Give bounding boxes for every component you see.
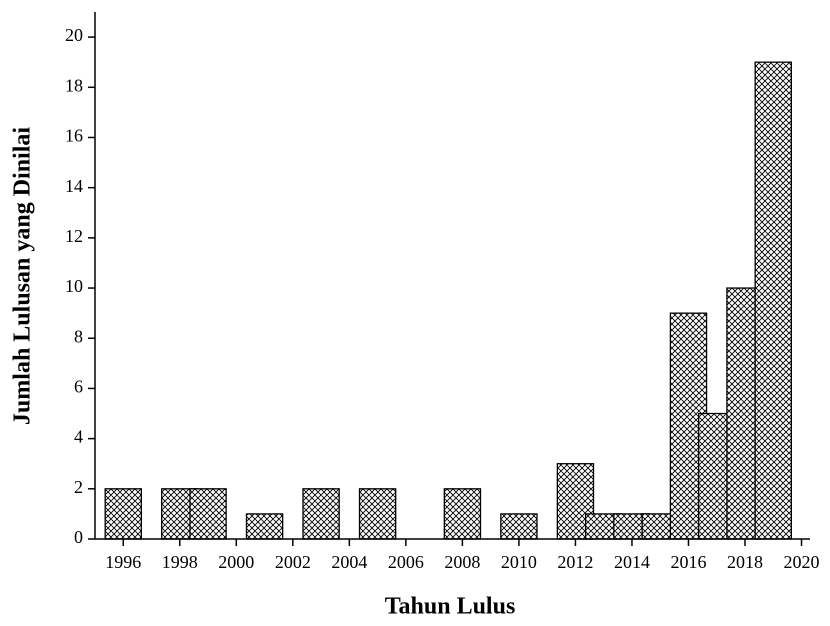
bar: [245, 513, 284, 540]
y-tick-label: 16: [65, 126, 83, 146]
y-tick-label: 2: [74, 477, 83, 497]
x-tick-label: 1998: [162, 552, 198, 572]
x-tick-label: 2012: [557, 552, 593, 572]
y-tick-label: 12: [65, 226, 83, 246]
x-tick-label: 2018: [727, 552, 763, 572]
x-tick-label: 2008: [444, 552, 480, 572]
x-tick-label: 2002: [275, 552, 311, 572]
y-tick-label: 4: [74, 427, 83, 447]
x-tick-label: 1996: [105, 552, 141, 572]
bar: [754, 61, 792, 540]
x-tick-label: 2000: [218, 552, 254, 572]
bar: [500, 513, 538, 540]
bar: [443, 488, 482, 540]
y-tick-label: 18: [65, 75, 83, 95]
bar: [358, 488, 397, 540]
y-tick-label: 6: [74, 377, 83, 397]
x-tick-label: 2006: [388, 552, 424, 572]
bar: [104, 488, 142, 540]
bar: [189, 488, 227, 540]
y-tick-label: 8: [74, 326, 83, 346]
x-tick-label: 2010: [501, 552, 537, 572]
x-tick-label: 2014: [614, 552, 650, 572]
x-tick-label: 2016: [670, 552, 706, 572]
bar: [302, 488, 340, 540]
x-tick-label: 2020: [784, 552, 820, 572]
y-tick-label: 0: [74, 527, 83, 547]
y-tick-label: 14: [65, 176, 83, 196]
x-axis-title: Tahun Lulus: [385, 594, 516, 620]
y-tick-label: 20: [65, 25, 83, 45]
y-axis-title: Jumlah Lulusan yang Dinilai: [10, 127, 36, 425]
x-tick-label: 2004: [331, 552, 367, 572]
y-tick-label: 10: [65, 276, 83, 296]
